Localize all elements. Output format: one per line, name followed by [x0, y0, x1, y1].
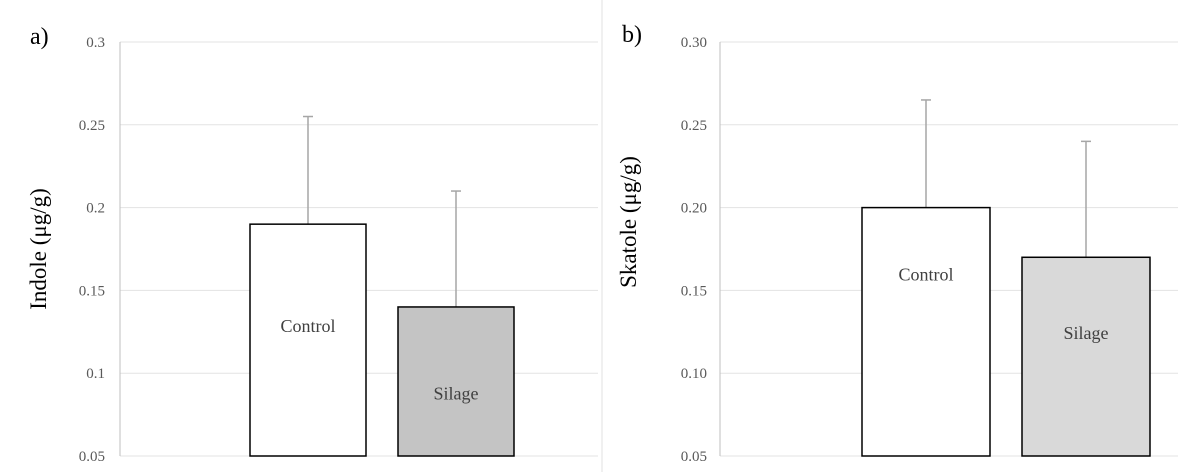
bar-control	[861, 206, 991, 457]
panel-a: 0.05 0.1 0.15 0.2 0.25 0.3 Control Silage a) I…	[26, 24, 598, 465]
y-tick-labels-a: 0.05 0.1 0.15 0.2 0.25 0.3	[79, 35, 105, 465]
bars-b: Control Silage	[861, 99, 1151, 457]
y-tick-label: 0.05	[79, 449, 105, 465]
y-tick-label: 0.25	[681, 118, 707, 134]
panel-label-a: a)	[30, 24, 49, 50]
y-tick-label: 0.05	[681, 449, 707, 465]
panel-label-b: b)	[622, 22, 642, 48]
y-axis-title-a: Indole (μg/g)	[26, 188, 51, 310]
bar-control	[249, 223, 367, 457]
bar-label-control: Control	[280, 316, 335, 336]
y-tick-label: 0.10	[681, 366, 707, 382]
bar-label-silage: Silage	[1064, 323, 1109, 343]
y-tick-labels-b: 0.05 0.10 0.15 0.20 0.25 0.30	[681, 35, 707, 465]
bar-label-control: Control	[898, 265, 953, 285]
bars-a: Control Silage	[249, 115, 515, 457]
y-tick-label: 0.2	[86, 201, 105, 217]
bar-label-silage: Silage	[434, 383, 479, 403]
y-tick-label: 0.1	[86, 366, 105, 382]
bar-silage	[397, 306, 515, 457]
y-tick-label: 0.15	[681, 283, 707, 299]
y-axis-title-b: Skatole (μg/g)	[616, 156, 641, 288]
bar-silage	[1021, 256, 1151, 457]
y-tick-label: 0.3	[86, 35, 105, 51]
panel-b: 0.05 0.10 0.15 0.20 0.25 0.30 Control Silage b…	[616, 22, 1178, 465]
y-tick-label: 0.15	[79, 283, 105, 299]
y-tick-label: 0.25	[79, 118, 105, 134]
y-tick-label: 0.20	[681, 201, 707, 217]
y-tick-label: 0.30	[681, 35, 707, 51]
